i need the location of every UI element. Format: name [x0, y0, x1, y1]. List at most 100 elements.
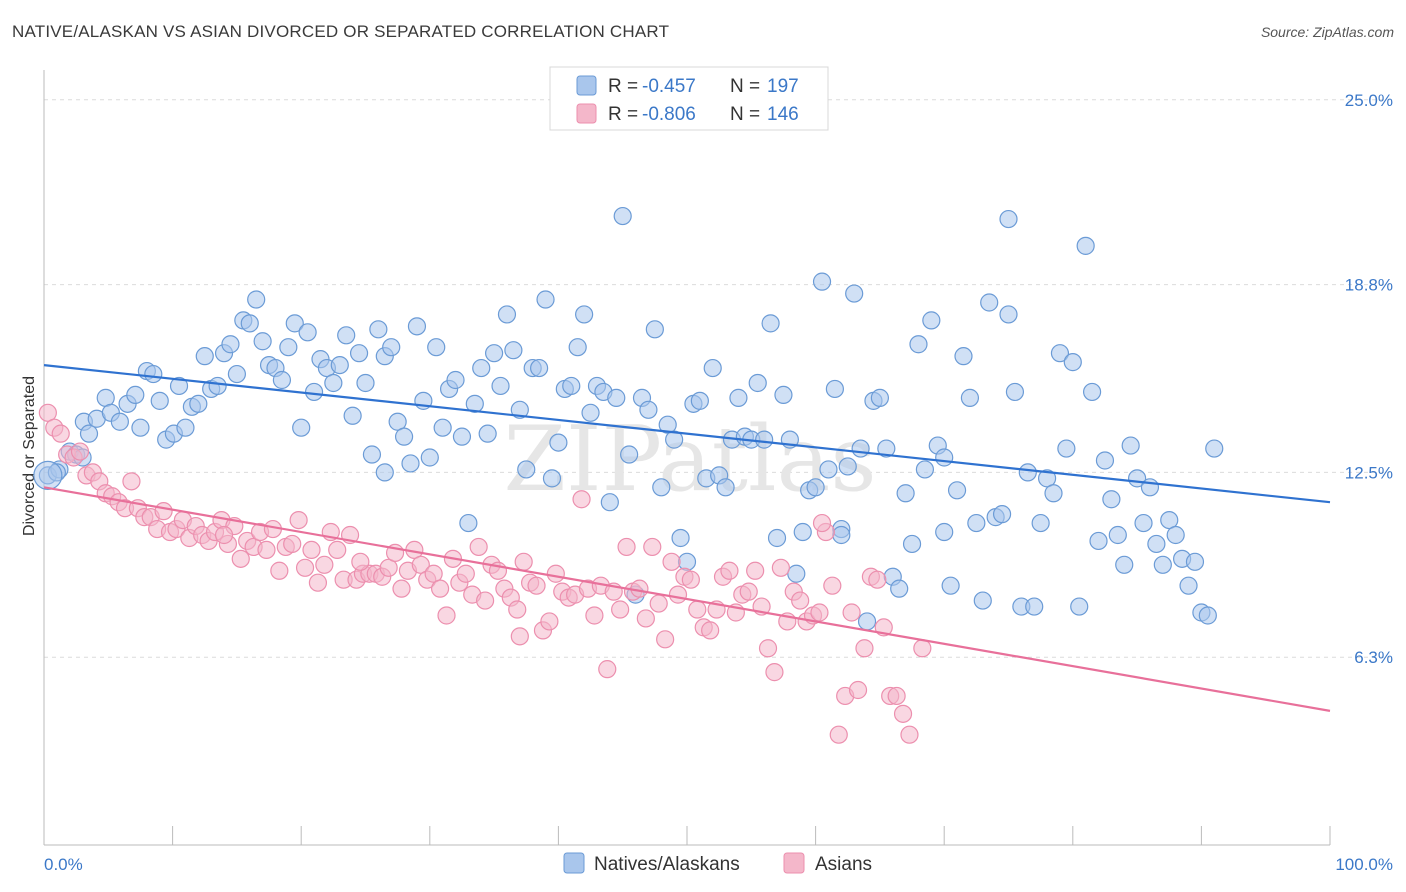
point-native	[407, 317, 427, 336]
point-native	[79, 424, 99, 443]
point-native	[1005, 382, 1025, 402]
point-asian	[668, 585, 688, 604]
legend-swatch-pink	[576, 103, 597, 124]
point-native	[272, 370, 292, 390]
point-native	[536, 290, 555, 309]
point-native	[394, 427, 414, 446]
x-tick-label-min: 0.0%	[44, 855, 83, 874]
point-asian	[315, 555, 334, 574]
point-native	[562, 376, 581, 396]
legend-n-value: 146	[767, 104, 799, 125]
point-native	[176, 418, 195, 437]
point-native	[1076, 236, 1095, 255]
point-asian	[662, 552, 681, 571]
point-native	[465, 394, 484, 413]
point-native	[819, 460, 838, 479]
point-native	[1166, 525, 1185, 545]
point-native	[639, 400, 658, 419]
point-asian	[617, 537, 636, 557]
point-native	[433, 418, 452, 437]
bottom-legend-asians: Asians	[815, 854, 872, 875]
point-native	[607, 388, 626, 407]
point-native	[240, 314, 259, 333]
point-native	[253, 332, 272, 351]
point-asian	[585, 606, 604, 625]
point-native	[189, 394, 208, 413]
legend-swatch-blue	[576, 75, 597, 96]
point-asian	[392, 579, 411, 598]
y-tick-label: 12.5%	[1345, 463, 1393, 482]
point-native	[504, 341, 523, 360]
point-native	[1044, 484, 1063, 503]
point-native	[581, 403, 600, 422]
point-native	[748, 373, 767, 393]
point-native	[787, 564, 806, 583]
point-asian	[456, 564, 475, 583]
series-natives-alaskans	[33, 206, 1224, 631]
point-native	[857, 612, 877, 631]
point-asian	[842, 603, 861, 622]
point-native	[497, 305, 517, 324]
point-asian	[302, 540, 321, 560]
point-native	[208, 376, 227, 396]
y-tick-label: 25.0%	[1345, 91, 1393, 110]
bottom-legend-natives: Natives/Alaskans	[594, 854, 740, 875]
point-native	[806, 478, 825, 497]
point-asian	[51, 424, 70, 443]
point-asian	[643, 537, 662, 557]
point-native	[575, 305, 594, 324]
point-asian	[649, 594, 668, 613]
point-native	[285, 314, 304, 333]
point-native	[992, 505, 1012, 524]
legend-n-label: N =	[730, 76, 760, 97]
point-asian	[308, 573, 328, 592]
point-asian	[913, 639, 932, 658]
legend-r-value: -0.457	[642, 76, 696, 97]
point-native	[1082, 382, 1102, 402]
point-asian	[572, 490, 591, 509]
point-asian	[720, 561, 739, 580]
point-native	[999, 209, 1018, 229]
point-native	[1198, 606, 1217, 625]
point-native	[472, 358, 491, 378]
point-native	[767, 528, 787, 548]
point-native	[517, 460, 536, 479]
point-native	[967, 513, 986, 533]
point-native	[1057, 439, 1076, 458]
point-asian	[739, 582, 758, 601]
point-native	[1070, 597, 1089, 616]
point-native	[1095, 451, 1115, 470]
bottom-legend-swatch-pink	[783, 852, 805, 874]
point-asian	[546, 564, 565, 583]
point-native	[375, 463, 394, 482]
legend: R = -0.457 N = 197 R = -0.806 N = 146	[549, 66, 829, 131]
point-asian	[351, 552, 370, 571]
point-native	[110, 412, 129, 431]
point-native	[169, 376, 189, 396]
point-asian	[701, 621, 720, 640]
point-native	[1018, 463, 1037, 482]
point-native	[838, 457, 857, 476]
chart-title: NATIVE/ALASKAN VS ASIAN DIVORCED OR SEPA…	[12, 22, 670, 41]
point-native	[1089, 531, 1108, 551]
legend-r-value: -0.806	[642, 104, 696, 125]
legend-r-label: R =	[608, 104, 638, 125]
point-asian	[154, 502, 173, 521]
bottom-legend-swatch-blue	[563, 852, 585, 874]
point-native	[703, 358, 722, 378]
point-asian	[475, 591, 495, 610]
point-native	[870, 388, 890, 407]
point-native	[292, 418, 311, 437]
point-native	[825, 379, 844, 399]
point-asian	[765, 663, 784, 682]
point-native	[1179, 576, 1198, 595]
point-native	[446, 370, 465, 390]
point-native-large	[33, 460, 63, 490]
legend-r-label: R =	[608, 76, 638, 97]
point-asian	[437, 606, 456, 625]
y-tick-label: 6.3%	[1354, 648, 1393, 667]
gridlines	[44, 99, 1390, 658]
point-native	[1025, 597, 1044, 616]
point-asian	[430, 579, 450, 598]
